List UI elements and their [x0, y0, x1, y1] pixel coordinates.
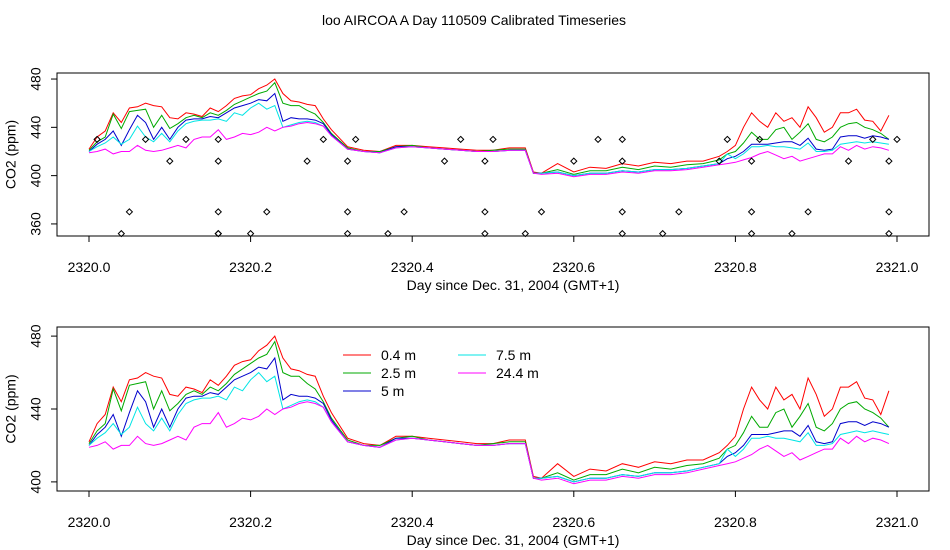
x-tick-label: 2320.4 — [391, 259, 434, 275]
series-line-5-m — [88, 92, 890, 177]
diamond-point — [246, 229, 255, 238]
diamond-point — [214, 135, 222, 144]
x-tick-label: 2320.0 — [68, 514, 111, 530]
diamond-point — [214, 229, 222, 238]
diamond-point — [93, 135, 101, 144]
diamond-point — [481, 208, 489, 216]
x-tick-label: 2320.6 — [552, 259, 595, 275]
diamond-point — [723, 135, 732, 144]
diamond-point — [885, 157, 893, 165]
panel-1: 2320.0 2320.2 2320.4 2320.6 2320.8 2321.0 360 4… — [3, 67, 930, 293]
x-axis-label: Day since Dec. 31, 2004 (GMT+1) — [407, 277, 620, 293]
diamond-point — [658, 229, 667, 238]
diamond-point — [521, 229, 530, 238]
x-tick-label: 2321.0 — [876, 259, 919, 275]
x-tick-label: 2321.0 — [876, 514, 919, 530]
y-tick-label: 480 — [28, 67, 44, 91]
diamond-point — [618, 157, 626, 165]
series-line-2-5-m — [88, 81, 890, 175]
series-line-24-4-m — [88, 121, 890, 178]
diamond-point — [618, 229, 626, 238]
x-tick-label: 2320.0 — [68, 259, 111, 275]
x-tick-label: 2320.2 — [229, 514, 272, 530]
diamond-point — [117, 229, 126, 238]
y-axis-label: CO2 (ppm) — [3, 374, 19, 443]
y-tick-label: 440 — [28, 115, 44, 139]
plot-frame — [56, 72, 930, 237]
diamond-point — [400, 208, 408, 216]
chart-title: loo AIRCOA A Day 110509 Calibrated Times… — [322, 12, 626, 28]
diamond-point — [594, 135, 602, 144]
legend-label: 2.5 m — [381, 365, 416, 381]
panel-2: 2320.0 2320.2 2320.4 2320.6 2320.8 2321.0 400 4… — [3, 324, 930, 548]
diamond-point — [489, 135, 497, 144]
diamond-point — [125, 208, 134, 216]
diamond-point — [343, 157, 352, 165]
diamond-point — [384, 229, 392, 238]
x-tick-label: 2320.6 — [552, 514, 595, 530]
legend-label: 5 m — [381, 383, 404, 399]
series-line-0-4-m — [88, 78, 890, 174]
diamond-point — [715, 157, 723, 165]
diamond-point — [481, 157, 489, 165]
diamond-point — [456, 135, 465, 144]
diamond-point — [166, 157, 174, 165]
y-axis-label: CO2 (ppm) — [3, 120, 19, 189]
diamond-point — [303, 157, 311, 165]
diamond-point — [618, 135, 626, 144]
plot-frame — [56, 326, 930, 492]
x-tick-label: 2320.8 — [714, 259, 757, 275]
diamond-point — [844, 157, 853, 165]
series-line-24-4-m — [88, 401, 890, 485]
diamond-point — [618, 208, 626, 216]
diamond-point — [214, 208, 222, 216]
diamond-point — [182, 135, 190, 144]
series-line-0-4-m — [88, 335, 890, 479]
diamond-point — [747, 157, 756, 165]
legend-label: 7.5 m — [496, 347, 531, 363]
diamond-point — [343, 229, 352, 238]
diamond-point — [747, 208, 756, 216]
diamond-point — [481, 229, 489, 238]
diamond-point — [537, 208, 546, 216]
legend-label: 0.4 m — [381, 347, 416, 363]
legend-label: 24.4 m — [496, 365, 539, 381]
diamond-point — [804, 208, 812, 216]
x-tick-label: 2320.8 — [714, 514, 757, 530]
diamond-point — [570, 157, 578, 165]
diamond-point — [343, 208, 352, 216]
series-line-2-5-m — [88, 340, 890, 481]
x-axis-label: Day since Dec. 31, 2004 (GMT+1) — [407, 532, 620, 548]
diamond-point — [747, 229, 756, 238]
y-tick-label: 480 — [28, 324, 44, 348]
diamond-point — [885, 208, 893, 216]
calibration-points — [93, 135, 901, 238]
diamond-point — [885, 229, 893, 238]
series-lines — [88, 78, 890, 178]
series-line-7-5-m — [88, 371, 890, 483]
diamond-point — [755, 135, 764, 144]
diamond-point — [351, 135, 360, 144]
x-tick-label: 2320.4 — [391, 514, 434, 530]
x-tick-label: 2320.2 — [229, 259, 272, 275]
y-tick-label: 400 — [28, 470, 44, 494]
diamond-point — [214, 157, 222, 165]
y-tick-label: 400 — [28, 164, 44, 188]
y-tick-label: 440 — [28, 397, 44, 421]
diamond-point — [263, 208, 271, 216]
legend: 0.4 m 2.5 m 5 m 7.5 m 24.4 m — [343, 347, 539, 399]
series-lines — [88, 335, 890, 485]
diamond-point — [869, 135, 877, 144]
diamond-point — [788, 229, 796, 238]
diamond-point — [440, 157, 449, 165]
series-line-5-m — [88, 356, 890, 483]
y-tick-label: 360 — [28, 212, 44, 236]
diamond-point — [893, 135, 901, 144]
diamond-point — [319, 135, 328, 144]
diamond-point — [141, 135, 150, 144]
diamond-point — [675, 208, 683, 216]
